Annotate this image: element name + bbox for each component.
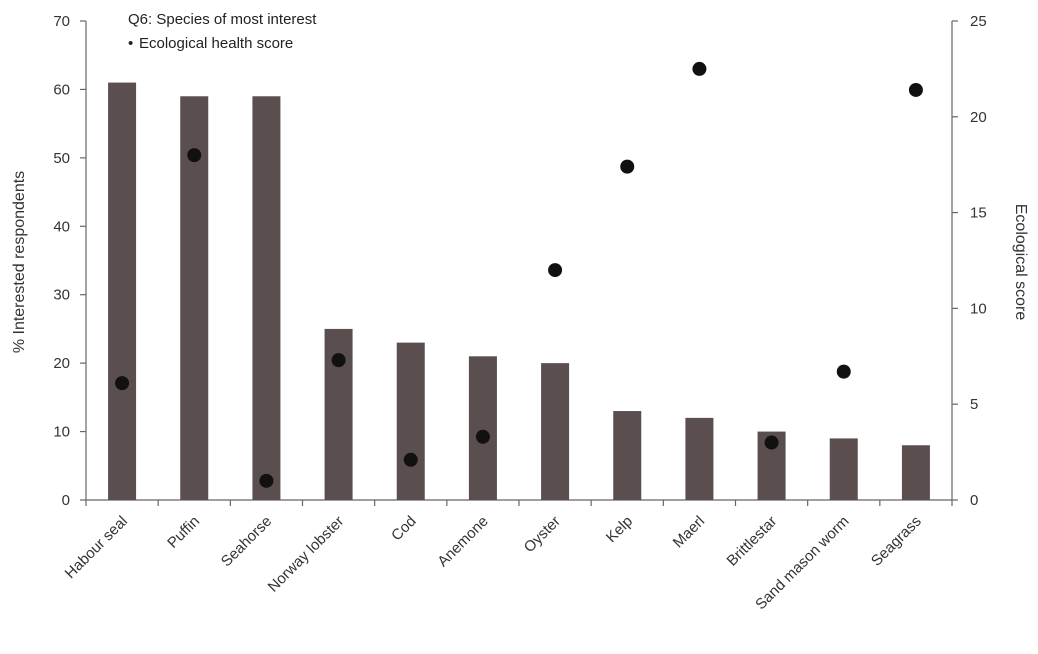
score-point bbox=[908, 82, 923, 97]
y-tick-label: 40 bbox=[53, 218, 70, 235]
category-label: Seahorse bbox=[218, 513, 275, 570]
category-label: Cod bbox=[388, 513, 419, 544]
bar bbox=[613, 411, 642, 500]
legend-marker-label: Ecological health score bbox=[139, 35, 293, 52]
y2-tick-label: 20 bbox=[970, 109, 987, 126]
score-point bbox=[620, 159, 635, 174]
y2-axis-title: Ecological score bbox=[1012, 204, 1029, 321]
y-tick-label: 0 bbox=[62, 492, 70, 509]
bar bbox=[252, 96, 281, 501]
y2-tick-label: 5 bbox=[970, 396, 978, 413]
legend-title: Q6: Species of most interest bbox=[128, 11, 317, 28]
bar bbox=[685, 417, 714, 500]
axes-group: 0 10 20 30 40 50 60 70 0 5 10 15 20 25 bbox=[53, 13, 986, 509]
category-label: Puffin bbox=[164, 513, 203, 552]
category-label: Anemone bbox=[434, 513, 491, 570]
bar bbox=[829, 438, 858, 500]
y-axis-title: % Interested respondents bbox=[11, 171, 28, 353]
y2-tick-label: 10 bbox=[970, 300, 987, 317]
category-label: Oyster bbox=[521, 513, 564, 556]
y2-tick-label: 25 bbox=[970, 13, 987, 30]
category-label: Norway lobster bbox=[265, 513, 348, 596]
bar bbox=[901, 445, 930, 500]
score-point bbox=[115, 376, 130, 391]
score-point bbox=[259, 473, 274, 488]
score-point bbox=[187, 148, 202, 163]
score-point bbox=[836, 364, 851, 379]
bar bbox=[468, 356, 497, 500]
legend: Q6: Species of most interest • Ecologica… bbox=[128, 11, 317, 52]
bar bbox=[180, 96, 209, 501]
y-tick-label: 60 bbox=[53, 81, 70, 98]
category-label: Seagrass bbox=[868, 513, 925, 570]
bar bbox=[108, 82, 137, 500]
category-label: Brittlestar bbox=[724, 513, 781, 570]
category-label: Habour seal bbox=[62, 513, 131, 582]
score-point bbox=[548, 263, 563, 278]
y-tick-label: 10 bbox=[53, 424, 70, 441]
y-tick-label: 30 bbox=[53, 287, 70, 304]
score-point bbox=[403, 452, 418, 467]
y2-tick-label: 15 bbox=[970, 205, 987, 222]
category-label: Kelp bbox=[603, 513, 636, 546]
y-tick-label: 20 bbox=[53, 355, 70, 372]
score-point bbox=[692, 61, 707, 76]
legend-marker-glyph: • bbox=[128, 35, 133, 52]
y-tick-label: 70 bbox=[53, 13, 70, 30]
score-point bbox=[475, 429, 490, 444]
category-label: Maerl bbox=[670, 513, 709, 552]
bars-group bbox=[108, 82, 930, 501]
score-point bbox=[764, 435, 779, 450]
y2-tick-label: 0 bbox=[970, 492, 978, 509]
bar bbox=[541, 363, 570, 500]
bar bbox=[396, 342, 425, 500]
y-tick-label: 50 bbox=[53, 150, 70, 167]
score-point bbox=[331, 353, 346, 368]
points-group bbox=[115, 61, 923, 488]
